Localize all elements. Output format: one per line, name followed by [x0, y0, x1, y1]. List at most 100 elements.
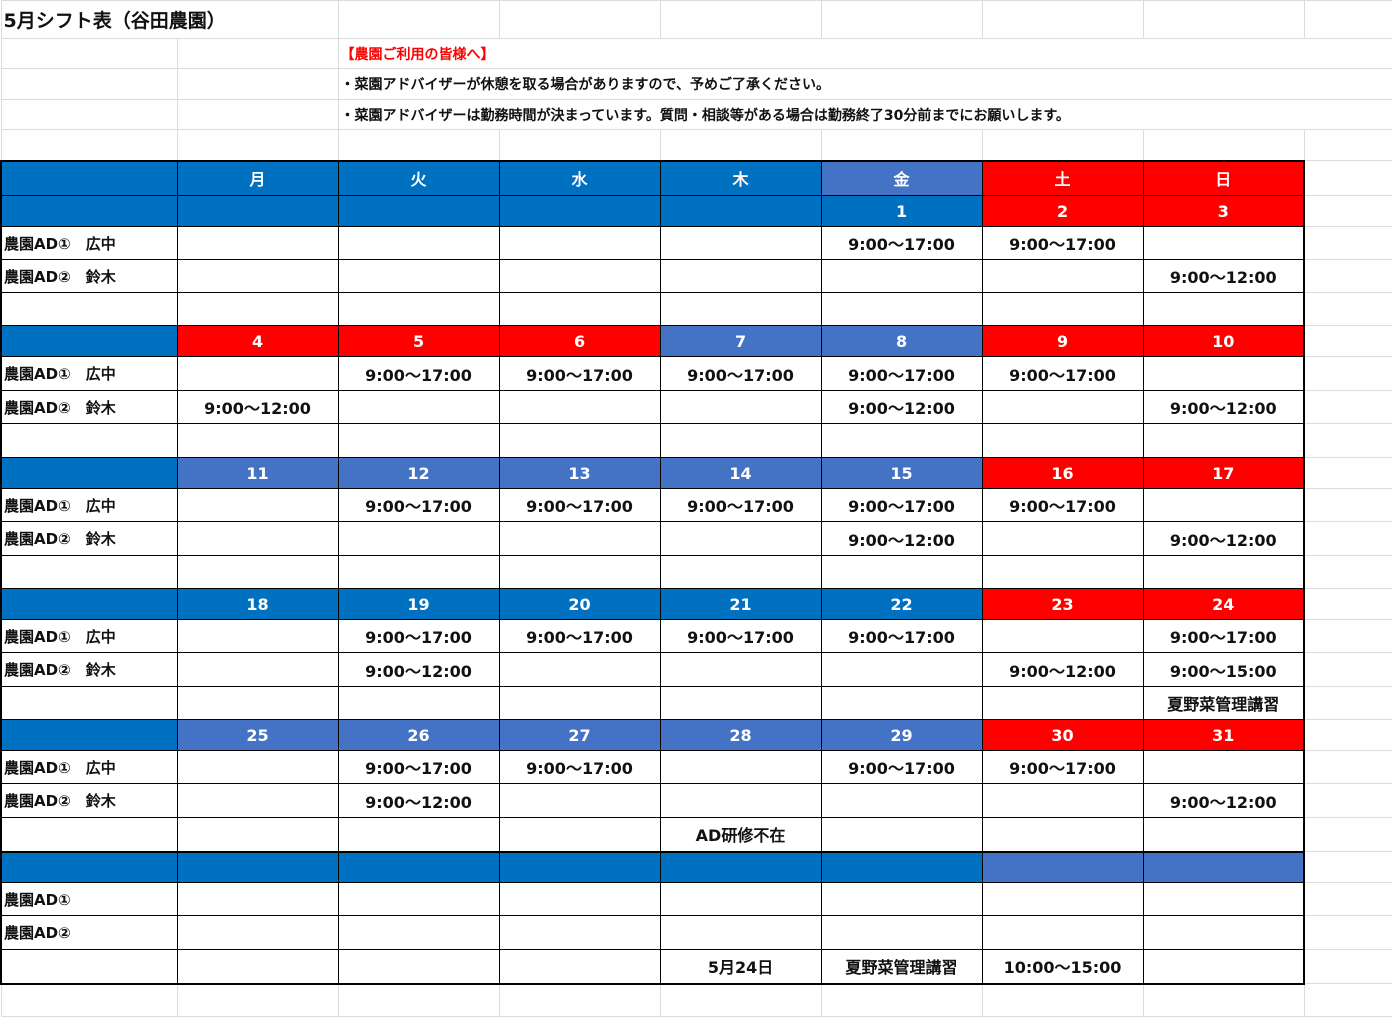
- shift-cell[interactable]: [176, 882, 339, 916]
- note-cell[interactable]: [498, 817, 661, 852]
- cell[interactable]: [498, 0, 661, 39]
- cell[interactable]: [1303, 686, 1392, 720]
- note-cell[interactable]: [337, 292, 500, 326]
- shift-cell[interactable]: [337, 915, 500, 950]
- weekday-header[interactable]: 日: [1142, 159, 1306, 196]
- shift-cell[interactable]: [1142, 882, 1306, 916]
- shift-cell[interactable]: 9:00～17:00: [981, 488, 1144, 522]
- week-label-cell[interactable]: [0, 195, 178, 227]
- shift-cell[interactable]: [176, 521, 339, 556]
- cell[interactable]: [1303, 619, 1392, 653]
- date-cell[interactable]: 12: [337, 457, 500, 489]
- staff-label[interactable]: 農園AD① 広中: [0, 226, 178, 260]
- shift-cell[interactable]: 9:00～12:00: [1142, 390, 1306, 424]
- date-cell[interactable]: 21: [659, 588, 822, 620]
- shift-cell[interactable]: [659, 259, 822, 293]
- weekday-header[interactable]: 金: [820, 159, 983, 196]
- shift-cell[interactable]: 9:00～17:00: [659, 488, 822, 522]
- note-cell[interactable]: [337, 817, 500, 852]
- shift-cell[interactable]: 9:00～17:00: [498, 619, 661, 653]
- weekday-header[interactable]: 火: [337, 159, 500, 196]
- shift-cell[interactable]: 9:00～17:00: [337, 356, 500, 391]
- shift-cell[interactable]: [337, 226, 500, 260]
- cell[interactable]: [176, 129, 339, 161]
- shift-cell[interactable]: [820, 652, 983, 687]
- shift-cell[interactable]: 9:00～17:00: [659, 356, 822, 391]
- shift-cell[interactable]: 9:00～17:00: [337, 750, 500, 784]
- cell[interactable]: [1303, 521, 1392, 556]
- shift-cell[interactable]: 9:00～17:00: [820, 356, 983, 391]
- cell[interactable]: [176, 38, 339, 69]
- shift-cell[interactable]: 9:00～17:00: [981, 750, 1144, 784]
- shift-cell[interactable]: [1142, 750, 1306, 784]
- cell[interactable]: [498, 983, 661, 1017]
- shift-cell[interactable]: [498, 259, 661, 293]
- date-cell[interactable]: 15: [820, 457, 983, 489]
- note-cell[interactable]: [659, 292, 822, 326]
- cell[interactable]: [0, 983, 178, 1017]
- note-cell[interactable]: [1142, 555, 1306, 589]
- shift-cell[interactable]: [498, 521, 661, 556]
- cell[interactable]: [0, 68, 178, 100]
- date-cell[interactable]: 19: [337, 588, 500, 620]
- staff-label[interactable]: 農園AD① 広中: [0, 750, 178, 784]
- cell[interactable]: [0, 38, 178, 69]
- note-cell[interactable]: [820, 555, 983, 589]
- cell[interactable]: [1142, 0, 1305, 39]
- date-cell[interactable]: 25: [176, 719, 339, 751]
- shift-cell[interactable]: 9:00～17:00: [981, 226, 1144, 260]
- notice-heading[interactable]: 【農園ご利用の皆様へ】: [337, 38, 1392, 69]
- shift-cell[interactable]: 9:00～12:00: [337, 652, 500, 687]
- shift-cell[interactable]: [176, 226, 339, 260]
- cell[interactable]: [1303, 983, 1392, 1017]
- shift-cell[interactable]: [498, 882, 661, 916]
- shift-cell[interactable]: [1142, 226, 1306, 260]
- shift-cell[interactable]: [498, 783, 661, 818]
- shift-cell[interactable]: [659, 750, 822, 784]
- shift-cell[interactable]: 9:00～17:00: [498, 750, 661, 784]
- extra-header-cell[interactable]: [820, 850, 983, 883]
- shift-cell[interactable]: [176, 488, 339, 522]
- cell[interactable]: [1142, 129, 1305, 161]
- cell[interactable]: [1303, 160, 1392, 196]
- shift-cell[interactable]: 9:00～17:00: [820, 750, 983, 784]
- cell[interactable]: [820, 129, 983, 161]
- date-cell[interactable]: 18: [176, 588, 339, 620]
- header-blank[interactable]: [0, 159, 178, 196]
- cell[interactable]: [1303, 817, 1392, 852]
- note-cell[interactable]: [1142, 423, 1306, 458]
- date-cell[interactable]: 27: [498, 719, 661, 751]
- date-cell[interactable]: 10: [1142, 325, 1306, 357]
- cell[interactable]: [1303, 129, 1392, 161]
- note-cell[interactable]: [981, 555, 1144, 589]
- date-cell[interactable]: [337, 195, 500, 227]
- note-label[interactable]: [0, 686, 178, 720]
- shift-cell[interactable]: [659, 521, 822, 556]
- cell[interactable]: [1303, 226, 1392, 260]
- shift-cell[interactable]: [176, 750, 339, 784]
- shift-cell[interactable]: 9:00～17:00: [820, 619, 983, 653]
- cell[interactable]: [659, 983, 822, 1017]
- shift-cell[interactable]: [981, 882, 1144, 916]
- shift-cell[interactable]: [659, 783, 822, 818]
- note-cell[interactable]: [337, 686, 500, 720]
- cell[interactable]: [176, 99, 339, 130]
- staff-label[interactable]: 農園AD① 広中: [0, 619, 178, 653]
- shift-cell[interactable]: [337, 259, 500, 293]
- cell[interactable]: [498, 129, 661, 161]
- shift-cell[interactable]: [820, 915, 983, 950]
- note-cell[interactable]: [981, 292, 1144, 326]
- cell[interactable]: [1303, 488, 1392, 522]
- shift-cell[interactable]: [659, 390, 822, 424]
- shift-cell[interactable]: [981, 521, 1144, 556]
- date-cell[interactable]: 17: [1142, 457, 1306, 489]
- date-cell[interactable]: 8: [820, 325, 983, 357]
- note-cell[interactable]: [820, 686, 983, 720]
- date-cell[interactable]: 28: [659, 719, 822, 751]
- note-label[interactable]: [0, 292, 178, 326]
- cell[interactable]: [337, 0, 500, 39]
- cell[interactable]: [981, 129, 1144, 161]
- cell[interactable]: [1303, 851, 1392, 883]
- staff-label[interactable]: 農園AD② 鈴木: [0, 259, 178, 293]
- cell[interactable]: [1303, 783, 1392, 818]
